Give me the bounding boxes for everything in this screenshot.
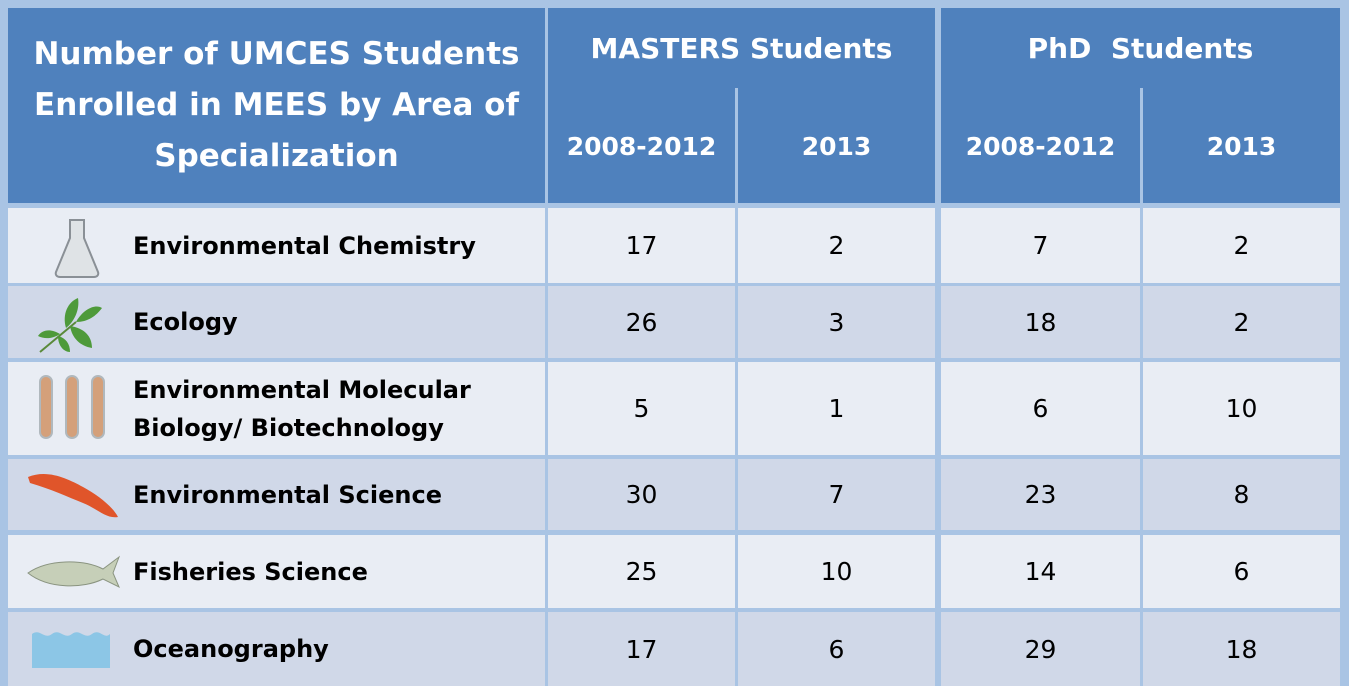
table-cell: 25 <box>548 535 735 608</box>
table-cell: 23 <box>941 459 1140 530</box>
column-header: 2008-2012 <box>941 88 1140 203</box>
table-cell: 8 <box>1143 459 1340 530</box>
icon <box>36 294 106 358</box>
icon <box>32 628 110 672</box>
table-cell: 2 <box>738 208 935 283</box>
table-cell: 18 <box>941 286 1140 358</box>
table-cell: 18 <box>1143 612 1340 686</box>
table-cell: 6 <box>738 612 935 686</box>
column-header: 2008-2012 <box>548 88 735 203</box>
table-cell: 14 <box>941 535 1140 608</box>
table-cell: 17 <box>548 208 735 283</box>
icon <box>26 467 121 526</box>
group-header: PhD Students <box>941 8 1340 88</box>
table-cell: 1 <box>738 362 935 455</box>
table-cell: 2 <box>1143 286 1340 358</box>
column-header: 2013 <box>738 88 935 203</box>
column-header: 2013 <box>1143 88 1340 203</box>
table-cell: 30 <box>548 459 735 530</box>
table-cell: 26 <box>548 286 735 358</box>
icon <box>34 372 114 446</box>
table-cell: 2 <box>1143 208 1340 283</box>
table-cell: 10 <box>1143 362 1340 455</box>
table-cell: 29 <box>941 612 1140 686</box>
page: Number of UMCES Students Enrolled in MEE… <box>0 0 1349 686</box>
table-cell: 3 <box>738 286 935 358</box>
group-header: MASTERS Students <box>548 8 935 88</box>
table-cell: 6 <box>1143 535 1340 608</box>
table-cell: 7 <box>738 459 935 530</box>
table-cell: 6 <box>941 362 1140 455</box>
table-cell: 7 <box>941 208 1140 283</box>
table-cell: 10 <box>738 535 935 608</box>
table-title: Number of UMCES Students Enrolled in MEE… <box>8 8 545 203</box>
icon <box>26 555 121 594</box>
table-cell: 5 <box>548 362 735 455</box>
icon <box>52 218 102 282</box>
table-cell: 17 <box>548 612 735 686</box>
